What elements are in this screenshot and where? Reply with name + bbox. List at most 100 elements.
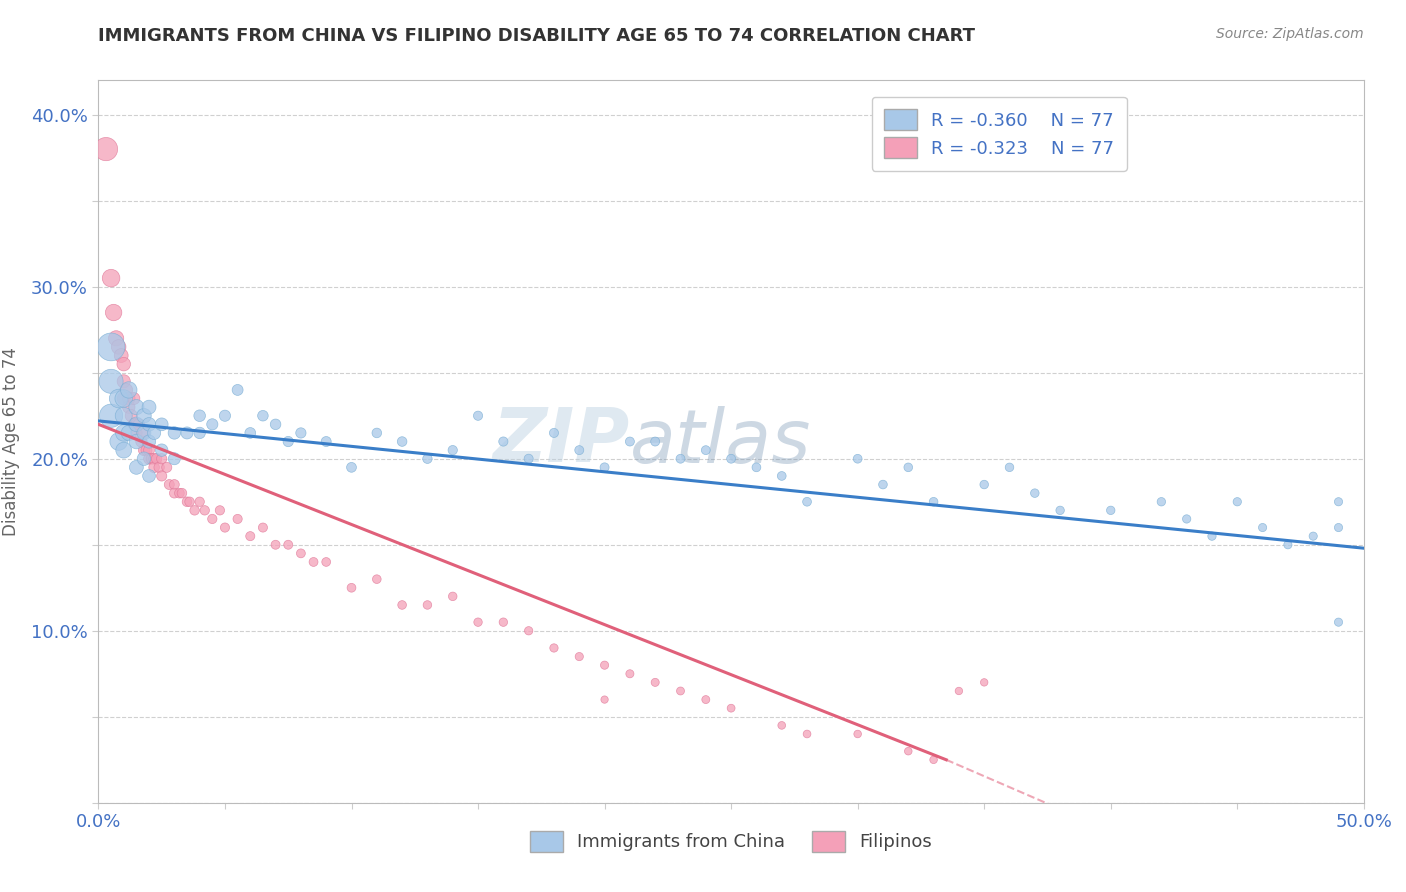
Point (100, 375, 122, 389)
Point (138, 417, 160, 432)
Point (188, 409, 211, 423)
Point (163, 451, 186, 466)
Point (183, 503, 205, 517)
Point (416, 451, 439, 466)
Point (391, 434, 413, 449)
Point (239, 529, 262, 543)
Point (973, 477, 995, 491)
Point (277, 538, 299, 552)
Point (157, 477, 180, 491)
Point (543, 425, 565, 440)
Point (188, 425, 211, 440)
Point (226, 383, 249, 397)
Point (115, 383, 138, 397)
Point (796, 494, 818, 508)
Point (112, 425, 135, 440)
Text: ZIP: ZIP (492, 405, 630, 478)
Point (1175, 512, 1198, 526)
Point (214, 409, 236, 423)
Point (107, 340, 129, 354)
Point (188, 494, 211, 508)
Point (105, 331, 128, 345)
Point (948, 684, 970, 698)
Point (141, 451, 163, 466)
Point (340, 581, 363, 595)
Point (150, 443, 173, 458)
Text: IMMIGRANTS FROM CHINA VS FILIPINO DISABILITY AGE 65 TO 74 CORRELATION CHART: IMMIGRANTS FROM CHINA VS FILIPINO DISABI… (98, 27, 976, 45)
Point (118, 400, 141, 414)
Point (897, 744, 920, 758)
Point (131, 434, 153, 449)
Point (132, 451, 155, 466)
Point (138, 400, 160, 414)
Point (846, 727, 869, 741)
Point (770, 469, 793, 483)
Point (150, 417, 173, 432)
Point (340, 460, 363, 475)
Point (125, 434, 148, 449)
Point (163, 425, 186, 440)
Point (1150, 494, 1173, 508)
Legend: Immigrants from China, Filipinos: Immigrants from China, Filipinos (523, 823, 939, 859)
Point (644, 675, 666, 690)
Point (441, 590, 464, 604)
Point (107, 434, 129, 449)
Point (441, 443, 464, 458)
Point (132, 443, 155, 458)
Point (720, 701, 742, 715)
Point (112, 375, 135, 389)
Point (214, 520, 236, 534)
Point (492, 434, 515, 449)
Point (138, 469, 160, 483)
Text: atlas: atlas (630, 406, 811, 477)
Point (568, 649, 591, 664)
Point (120, 409, 142, 423)
Point (208, 503, 231, 517)
Point (745, 460, 768, 475)
Point (897, 460, 920, 475)
Point (922, 494, 945, 508)
Point (226, 512, 249, 526)
Point (1099, 503, 1122, 517)
Point (125, 400, 148, 414)
Point (138, 451, 160, 466)
Point (467, 615, 489, 630)
Point (1327, 520, 1350, 534)
Point (138, 434, 160, 449)
Point (1251, 520, 1274, 534)
Point (132, 409, 155, 423)
Point (277, 434, 299, 449)
Point (143, 425, 166, 440)
Point (796, 727, 818, 741)
Point (1302, 529, 1324, 543)
Point (125, 417, 148, 432)
Y-axis label: Disability Age 65 to 74: Disability Age 65 to 74 (1, 347, 20, 536)
Point (125, 417, 148, 432)
Text: Source: ZipAtlas.com: Source: ZipAtlas.com (1216, 27, 1364, 41)
Point (163, 477, 186, 491)
Point (264, 417, 287, 432)
Point (112, 357, 135, 371)
Point (125, 460, 148, 475)
Point (290, 546, 312, 560)
Point (467, 409, 489, 423)
Point (112, 392, 135, 406)
Point (416, 598, 439, 612)
Point (135, 443, 157, 458)
Point (252, 409, 274, 423)
Point (669, 451, 692, 466)
Point (366, 425, 388, 440)
Point (107, 392, 129, 406)
Point (150, 469, 173, 483)
Point (201, 512, 224, 526)
Point (145, 451, 167, 466)
Point (118, 392, 141, 406)
Point (239, 425, 262, 440)
Point (125, 425, 148, 440)
Point (720, 451, 742, 466)
Point (695, 692, 717, 706)
Point (846, 451, 869, 466)
Point (103, 305, 125, 319)
Point (163, 486, 186, 500)
Point (644, 434, 666, 449)
